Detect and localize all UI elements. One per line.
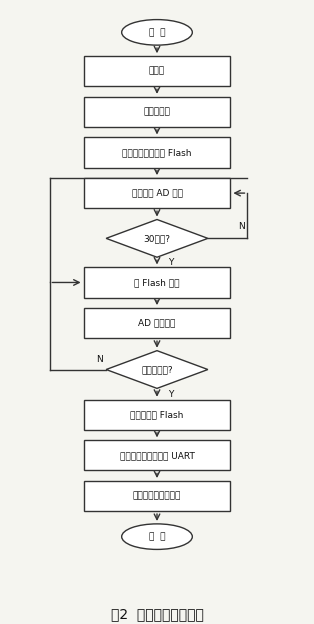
- Ellipse shape: [122, 524, 192, 549]
- Text: 最后一次写 Flash: 最后一次写 Flash: [130, 411, 184, 419]
- Bar: [84, 308, 230, 338]
- Bar: [84, 97, 230, 127]
- Text: AD 采样转换: AD 采样转换: [138, 319, 176, 328]
- Polygon shape: [106, 220, 208, 257]
- Text: Y: Y: [168, 389, 174, 399]
- Text: 30秒到?: 30秒到?: [143, 234, 171, 243]
- Text: 进入低功耗等待读数: 进入低功耗等待读数: [133, 492, 181, 500]
- Text: 图2  单片机软件流程图: 图2 单片机软件流程图: [111, 607, 203, 621]
- Text: Y: Y: [168, 258, 174, 267]
- Text: N: N: [238, 222, 245, 232]
- Text: 中断删除并允许写 Flash: 中断删除并允许写 Flash: [122, 148, 192, 157]
- Ellipse shape: [122, 19, 192, 45]
- Text: 初始化: 初始化: [149, 67, 165, 76]
- Bar: [84, 56, 230, 86]
- Polygon shape: [106, 351, 208, 388]
- Bar: [84, 400, 230, 430]
- Bar: [84, 178, 230, 208]
- Text: 开  始: 开 始: [149, 28, 165, 37]
- Text: 首次启动 AD 转换: 首次启动 AD 转换: [132, 188, 182, 198]
- Bar: [84, 481, 230, 511]
- Text: 关模拟开关并初始化 UART: 关模拟开关并初始化 UART: [120, 451, 194, 460]
- Bar: [84, 441, 230, 470]
- Bar: [84, 267, 230, 298]
- Text: 结  束: 结 束: [149, 532, 165, 541]
- Text: 定时器定时: 定时器定时: [143, 107, 171, 116]
- Text: 电路全关断?: 电路全关断?: [141, 365, 173, 374]
- Bar: [84, 137, 230, 168]
- Text: N: N: [97, 354, 103, 364]
- Text: 写 Flash 模块: 写 Flash 模块: [134, 278, 180, 287]
